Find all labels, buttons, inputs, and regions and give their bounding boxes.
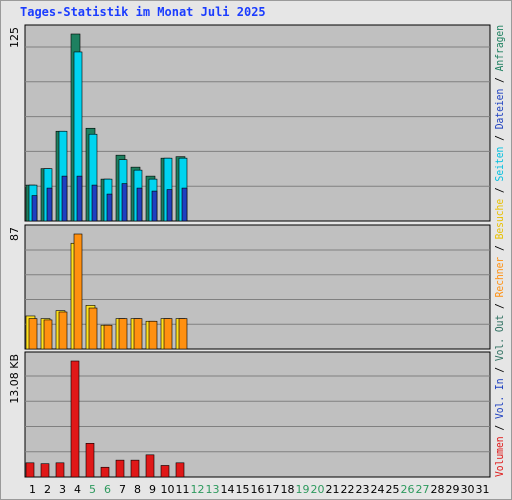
legend-entry: / [493, 239, 506, 256]
legend-entry: Vol. In [493, 378, 506, 419]
bar-rechner-day-2 [43, 319, 53, 350]
x-tick-day-11: 11 [176, 483, 190, 496]
bar-volumen-day-9 [145, 454, 155, 478]
x-tick-day-9: 9 [149, 483, 156, 496]
bar-seiten-day-5 [91, 184, 98, 222]
bar-rechner-day-5 [88, 307, 98, 350]
bar-rechner-day-3 [58, 311, 68, 350]
x-tick-day-14: 14 [221, 483, 235, 496]
x-tick-day-8: 8 [134, 483, 141, 496]
legend-entry: / [493, 297, 506, 314]
x-tick-day-17: 17 [266, 483, 280, 496]
x-tick-day-30: 30 [461, 483, 475, 496]
bar-seiten-day-10 [166, 189, 173, 222]
legend-entry: Dateien [493, 89, 506, 130]
legend-entry: Besuche [493, 199, 506, 240]
x-tick-day-21: 21 [326, 483, 340, 496]
panel-visits: 87 [8, 224, 491, 350]
x-tick-day-6: 6 [104, 483, 111, 496]
bar-volumen-day-1 [25, 462, 35, 478]
bar-rechner-day-7 [118, 318, 128, 350]
x-tick-day-7: 7 [119, 483, 126, 496]
x-tick-day-4: 4 [74, 483, 81, 496]
x-tick-day-5: 5 [89, 483, 96, 496]
x-tick-day-22: 22 [341, 483, 355, 496]
bar-volumen-day-3 [55, 462, 65, 478]
bar-rechner-day-10 [163, 318, 173, 350]
bar-volumen-day-5 [85, 442, 95, 478]
x-tick-day-26: 26 [401, 483, 415, 496]
x-tick-day-3: 3 [59, 483, 66, 496]
bar-rechner-day-8 [133, 318, 143, 350]
legend-entry: / [493, 181, 506, 198]
x-tick-day-31: 31 [476, 483, 490, 496]
chart-title: Tages-Statistik im Monat Juli 2025 [20, 5, 266, 19]
y-axis-max-label: 125 [8, 27, 21, 48]
x-tick-day-2: 2 [44, 483, 51, 496]
bar-rechner-day-6 [103, 324, 113, 350]
legend-entry: / [493, 419, 506, 436]
x-tick-day-18: 18 [281, 483, 295, 496]
bar-rechner-day-1 [28, 318, 38, 350]
bar-seiten-day-2 [46, 187, 53, 222]
bar-volumen-day-6 [100, 466, 110, 478]
bar-seiten-day-1 [31, 195, 38, 222]
bar-volumen-day-11 [175, 462, 185, 478]
x-tick-day-27: 27 [416, 483, 430, 496]
legend-entry: Vol. Out [493, 315, 506, 361]
x-tick-day-12: 12 [191, 483, 205, 496]
legend-entry: / [493, 71, 506, 88]
x-tick-day-13: 13 [206, 483, 220, 496]
x-tick-day-28: 28 [431, 483, 445, 496]
legend-entry: Anfragen [493, 25, 506, 71]
y-axis-max-label: 13.08 KB [8, 354, 21, 404]
x-tick-day-25: 25 [386, 483, 400, 496]
legend-entry: / [493, 129, 506, 146]
x-tick-day-20: 20 [311, 483, 325, 496]
legend-entry: / [493, 361, 506, 378]
bar-volumen-day-4 [70, 360, 80, 478]
bar-seiten-day-3 [61, 175, 68, 222]
bar-rechner-day-4 [73, 233, 83, 350]
bar-seiten-day-11 [181, 187, 188, 222]
legend-entry: Volumen [493, 436, 506, 477]
bar-volumen-day-7 [115, 459, 125, 478]
bar-seiten-day-9 [151, 190, 158, 222]
x-tick-day-24: 24 [371, 483, 385, 496]
panel-requests: 125 [8, 24, 491, 222]
bar-volumen-day-8 [130, 459, 140, 478]
x-tick-day-29: 29 [446, 483, 460, 496]
x-tick-day-16: 16 [251, 483, 265, 496]
x-tick-day-1: 1 [29, 483, 36, 496]
y-axis-max-label: 87 [8, 227, 21, 241]
bar-volumen-day-2 [40, 463, 50, 478]
x-tick-day-10: 10 [161, 483, 175, 496]
bar-seiten-day-8 [136, 187, 143, 222]
legend: Volumen / Vol. In / Vol. Out / Rechner /… [493, 25, 506, 477]
x-tick-day-15: 15 [236, 483, 250, 496]
legend-entry: Rechner [493, 256, 506, 297]
bar-seiten-day-4 [76, 175, 83, 222]
legend-entry: Seiten [493, 147, 506, 182]
x-tick-day-23: 23 [356, 483, 370, 496]
bar-volumen-day-10 [160, 465, 170, 478]
bar-rechner-day-11 [178, 318, 188, 350]
panel-background [24, 351, 491, 478]
x-tick-day-19: 19 [296, 483, 310, 496]
bar-rechner-day-9 [148, 320, 158, 350]
bar-seiten-day-7 [121, 183, 128, 222]
bar-seiten-day-6 [106, 193, 113, 222]
panel-volume: 13.08 KB [8, 351, 491, 478]
